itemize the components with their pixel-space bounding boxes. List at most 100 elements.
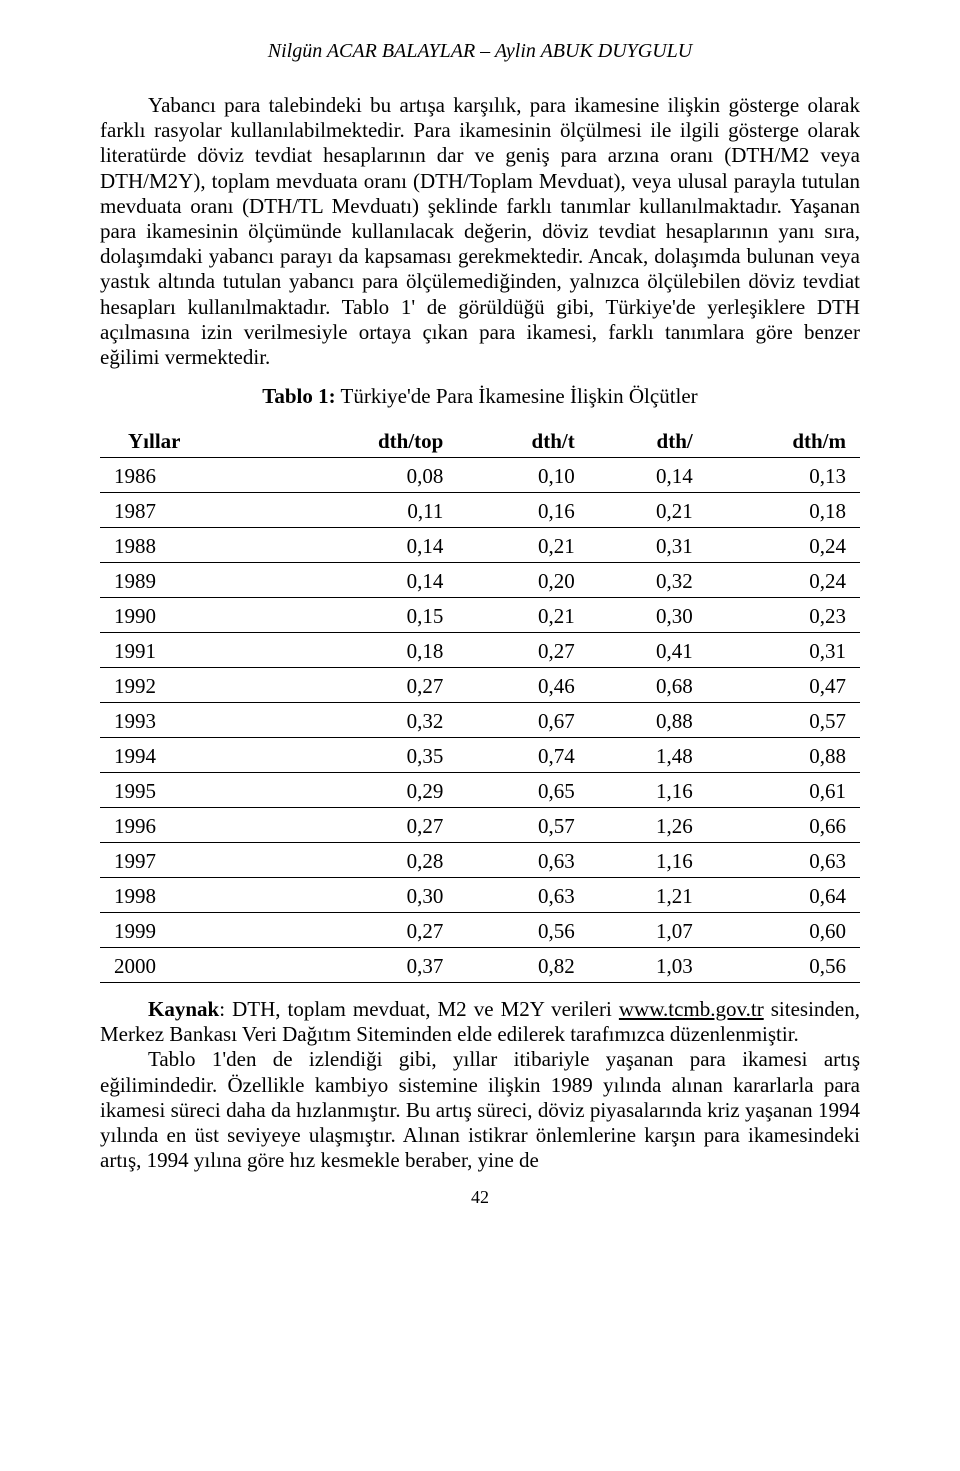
cell-value: 0,13: [707, 458, 860, 493]
cell-year: 1987: [100, 493, 280, 528]
cell-value: 0,29: [280, 773, 457, 808]
cell-value: 0,63: [707, 843, 860, 878]
cell-value: 0,30: [589, 598, 707, 633]
cell-value: 0,27: [457, 633, 588, 668]
cell-value: 0,10: [457, 458, 588, 493]
cell-year: 1989: [100, 563, 280, 598]
cell-value: 0,14: [280, 528, 457, 563]
table-row: 19940,350,741,480,88: [100, 738, 860, 773]
table-row: 19970,280,631,160,63: [100, 843, 860, 878]
cell-value: 1,21: [589, 878, 707, 913]
col-header-dthm: dth/m: [707, 423, 860, 458]
cell-value: 0,21: [457, 528, 588, 563]
cell-value: 1,16: [589, 843, 707, 878]
cell-value: 0,82: [457, 948, 588, 983]
cell-value: 0,57: [457, 808, 588, 843]
cell-value: 0,57: [707, 703, 860, 738]
cell-value: 0,11: [280, 493, 457, 528]
cell-value: 0,41: [589, 633, 707, 668]
cell-value: 0,31: [589, 528, 707, 563]
cell-value: 0,46: [457, 668, 588, 703]
cell-year: 1990: [100, 598, 280, 633]
cell-value: 0,65: [457, 773, 588, 808]
cell-value: 0,66: [707, 808, 860, 843]
cell-value: 0,88: [707, 738, 860, 773]
col-header-year: Yıllar: [100, 423, 280, 458]
page-number: 42: [100, 1187, 860, 1208]
author-names: Nilgün ACAR BALAYLAR – Aylin ABUK DUYGUL…: [100, 40, 860, 63]
cell-value: 0,60: [707, 913, 860, 948]
table-row: 19910,180,270,410,31: [100, 633, 860, 668]
cell-value: 0,67: [457, 703, 588, 738]
cell-value: 0,68: [589, 668, 707, 703]
cell-year: 1991: [100, 633, 280, 668]
table-row: 19880,140,210,310,24: [100, 528, 860, 563]
table-row: 19900,150,210,300,23: [100, 598, 860, 633]
table-title-text: Türkiye'de Para İkamesine İlişkin Ölçütl…: [336, 384, 698, 408]
col-header-dth: dth/: [589, 423, 707, 458]
cell-value: 0,21: [457, 598, 588, 633]
cell-value: 0,14: [280, 563, 457, 598]
cell-value: 0,27: [280, 913, 457, 948]
source-note: Kaynak: DTH, toplam mevduat, M2 ve M2Y v…: [100, 997, 860, 1047]
cell-value: 1,16: [589, 773, 707, 808]
col-header-dthtop: dth/top: [280, 423, 457, 458]
cell-value: 1,07: [589, 913, 707, 948]
cell-value: 0,08: [280, 458, 457, 493]
cell-value: 0,88: [589, 703, 707, 738]
cell-value: 0,15: [280, 598, 457, 633]
cell-value: 0,61: [707, 773, 860, 808]
cell-value: 0,47: [707, 668, 860, 703]
table-row: 19870,110,160,210,18: [100, 493, 860, 528]
cell-value: 0,24: [707, 563, 860, 598]
source-label: Kaynak: [148, 997, 219, 1021]
cell-value: 0,23: [707, 598, 860, 633]
cell-year: 1997: [100, 843, 280, 878]
cell-value: 0,32: [589, 563, 707, 598]
cell-value: 0,35: [280, 738, 457, 773]
cell-value: 0,21: [589, 493, 707, 528]
cell-value: 0,56: [457, 913, 588, 948]
cell-value: 0,18: [707, 493, 860, 528]
cell-year: 1986: [100, 458, 280, 493]
table-row: 19950,290,651,160,61: [100, 773, 860, 808]
cell-value: 0,74: [457, 738, 588, 773]
table-row: 19960,270,571,260,66: [100, 808, 860, 843]
source-link[interactable]: www.tcmb.gov.tr: [619, 997, 764, 1021]
cell-value: 0,30: [280, 878, 457, 913]
cell-value: 0,27: [280, 668, 457, 703]
table-header-row: Yıllar dth/top dth/t dth/ dth/m: [100, 423, 860, 458]
paragraph-2: Tablo 1'den de izlendiği gibi, yıllar it…: [100, 1047, 860, 1173]
cell-value: 0,63: [457, 878, 588, 913]
cell-year: 1992: [100, 668, 280, 703]
cell-value: 0,24: [707, 528, 860, 563]
cell-value: 1,03: [589, 948, 707, 983]
paragraph-1: Yabancı para talebindeki bu artışa karşı…: [100, 93, 860, 370]
cell-value: 0,27: [280, 808, 457, 843]
data-table: Yıllar dth/top dth/t dth/ dth/m 19860,08…: [100, 423, 860, 983]
cell-value: 0,63: [457, 843, 588, 878]
cell-year: 1994: [100, 738, 280, 773]
table-row: 19990,270,561,070,60: [100, 913, 860, 948]
table-title-label: Tablo 1:: [262, 384, 335, 408]
cell-year: 1993: [100, 703, 280, 738]
cell-year: 2000: [100, 948, 280, 983]
table-row: 20000,370,821,030,56: [100, 948, 860, 983]
source-text-before: : DTH, toplam mevduat, M2 ve M2Y veriler…: [219, 997, 619, 1021]
cell-year: 1996: [100, 808, 280, 843]
col-header-dtht: dth/t: [457, 423, 588, 458]
cell-value: 0,28: [280, 843, 457, 878]
cell-value: 1,26: [589, 808, 707, 843]
cell-value: 1,48: [589, 738, 707, 773]
table-row: 19920,270,460,680,47: [100, 668, 860, 703]
cell-value: 0,31: [707, 633, 860, 668]
cell-year: 1998: [100, 878, 280, 913]
cell-value: 0,32: [280, 703, 457, 738]
cell-value: 0,18: [280, 633, 457, 668]
table-row: 19890,140,200,320,24: [100, 563, 860, 598]
cell-year: 1988: [100, 528, 280, 563]
table-row: 19980,300,631,210,64: [100, 878, 860, 913]
cell-year: 1995: [100, 773, 280, 808]
cell-value: 0,37: [280, 948, 457, 983]
table-row: 19930,320,670,880,57: [100, 703, 860, 738]
